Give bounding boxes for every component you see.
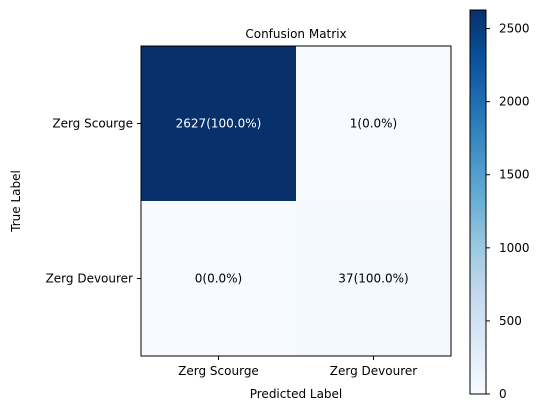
colorbar-tick-label: 1000 (499, 241, 530, 255)
colorbar-tick-label: 1500 (499, 168, 530, 182)
heatmap-cell (296, 46, 451, 201)
x-axis-label: Predicted Label (250, 387, 343, 401)
y-axis-label: True Label (9, 170, 23, 233)
heatmap-cell (296, 201, 451, 356)
y-tick-label: Zerg Scourge (52, 117, 133, 131)
colorbar-ticks: 0 500 1000 1500 2000 2500 (486, 22, 530, 401)
cell-label: 37(100.0%) (338, 272, 408, 286)
chart-title: Confusion Matrix (245, 27, 346, 41)
x-axis-ticks: Zerg Scourge Zerg Devourer (178, 356, 417, 378)
heatmap-cell-labels: 2627(100.0%) 1(0.0%) 0(0.0%) 37(100.0%) (176, 117, 409, 286)
cell-label: 0(0.0%) (195, 272, 242, 286)
colorbar (469, 9, 487, 395)
y-axis-ticks: Zerg Scourge Zerg Devourer (46, 117, 141, 286)
colorbar-tick-label: 500 (499, 314, 522, 328)
plot-frame (140, 45, 452, 357)
colorbar-tick-label: 2500 (499, 22, 530, 36)
cell-label: 2627(100.0%) (176, 117, 262, 131)
heatmap-cell (141, 46, 296, 201)
x-tick-label: Zerg Scourge (178, 364, 259, 378)
colorbar-tick-label: 2000 (499, 95, 530, 109)
heatmap-cell (141, 201, 296, 356)
cell-label: 1(0.0%) (350, 117, 397, 131)
colorbar-tick-label: 0 (499, 387, 507, 401)
y-tick-label: Zerg Devourer (46, 272, 133, 286)
x-tick-label: Zerg Devourer (330, 364, 417, 378)
heatmap-cells (141, 46, 451, 356)
